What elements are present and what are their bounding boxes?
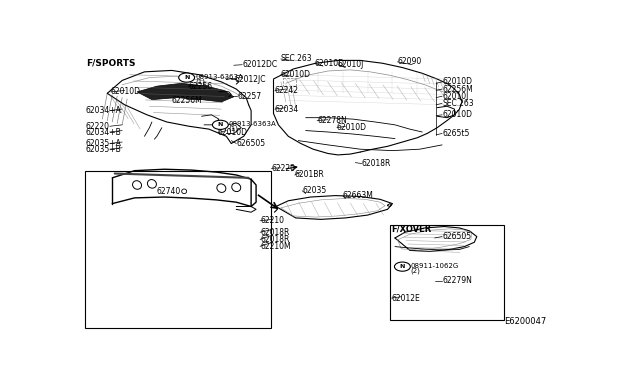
Text: E6200047: E6200047 <box>504 317 547 326</box>
Text: 62210M: 62210M <box>260 242 291 251</box>
Circle shape <box>179 73 195 82</box>
Text: 62018R: 62018R <box>260 228 289 237</box>
Text: SEC.263: SEC.263 <box>281 54 312 64</box>
Bar <box>85 171 271 328</box>
Text: 62034: 62034 <box>275 105 299 113</box>
Text: 62010D: 62010D <box>111 87 141 96</box>
Text: 62010D: 62010D <box>442 110 472 119</box>
Text: 62256M: 62256M <box>172 96 202 105</box>
Text: 62010J: 62010J <box>442 92 468 101</box>
Text: 62279N: 62279N <box>442 276 472 285</box>
Text: 6265t5: 6265t5 <box>442 129 470 138</box>
Text: 62220: 62220 <box>86 122 110 131</box>
Bar <box>390 225 504 320</box>
Text: 62034+A: 62034+A <box>86 106 122 115</box>
Text: 626505: 626505 <box>236 139 266 148</box>
Text: 08913-6363A: 08913-6363A <box>229 121 276 127</box>
Text: 62034+B: 62034+B <box>86 128 122 137</box>
Text: 62090: 62090 <box>397 57 422 66</box>
Text: 62035+B: 62035+B <box>86 145 122 154</box>
Text: F/XOVER: F/XOVER <box>392 225 432 234</box>
Text: 62257: 62257 <box>237 92 262 101</box>
Text: 62012E: 62012E <box>392 294 420 303</box>
Text: 62010D: 62010D <box>218 128 248 137</box>
Text: F/SPORTS: F/SPORTS <box>86 59 136 68</box>
Text: (1): (1) <box>229 126 239 132</box>
Text: 62010D: 62010D <box>281 70 311 79</box>
Text: N: N <box>184 75 189 80</box>
Text: 6201BR: 6201BR <box>295 170 324 179</box>
Text: 62010D: 62010D <box>337 123 367 132</box>
Text: 62010J: 62010J <box>338 60 364 69</box>
Text: 62018R: 62018R <box>260 235 289 244</box>
Text: 62740: 62740 <box>157 187 181 196</box>
Text: N: N <box>218 122 223 127</box>
Text: 62012JC: 62012JC <box>234 74 266 83</box>
Text: 62278N: 62278N <box>317 116 347 125</box>
Text: N: N <box>400 264 405 269</box>
Text: 626505: 626505 <box>442 232 471 241</box>
Text: 62220: 62220 <box>271 164 296 173</box>
Text: 62012DC: 62012DC <box>242 60 277 69</box>
Circle shape <box>394 262 410 271</box>
Text: 62010D: 62010D <box>442 77 472 86</box>
Polygon shape <box>137 83 234 102</box>
Text: 62210: 62210 <box>260 216 284 225</box>
Circle shape <box>212 120 228 129</box>
Text: 62035: 62035 <box>302 186 326 195</box>
Text: 08913-6363A: 08913-6363A <box>196 74 243 80</box>
Text: 62256M: 62256M <box>442 84 473 93</box>
Text: 62242: 62242 <box>275 86 299 95</box>
Text: 62010D: 62010D <box>314 59 344 68</box>
Text: (1): (1) <box>196 78 205 85</box>
Text: 62663M: 62663M <box>343 191 374 201</box>
Text: 62018R: 62018R <box>362 159 391 168</box>
Text: 08911-1062G: 08911-1062G <box>411 263 459 269</box>
Text: 62256: 62256 <box>188 82 212 91</box>
Text: (2): (2) <box>411 267 420 274</box>
Text: 62035+A: 62035+A <box>86 139 122 148</box>
Text: SEC.263: SEC.263 <box>442 99 474 108</box>
